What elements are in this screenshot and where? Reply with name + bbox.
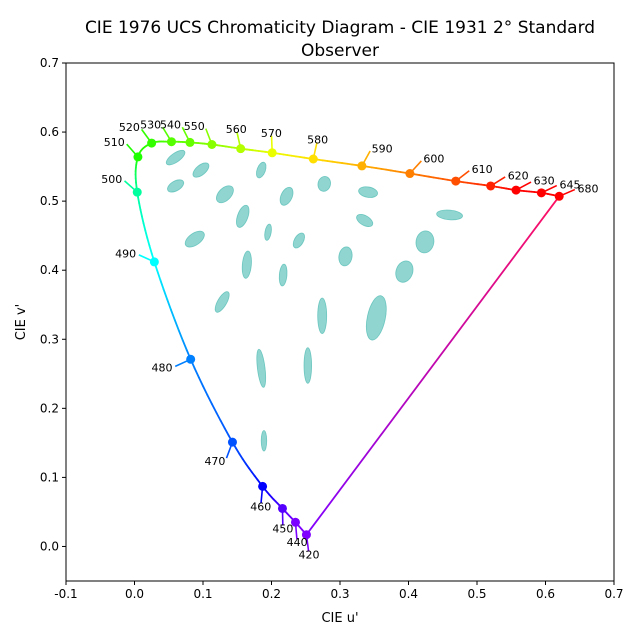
wavelength-label-620: 620	[508, 169, 529, 182]
wavelength-point-480	[186, 355, 195, 364]
wavelength-label-630: 630	[534, 175, 555, 188]
wavelength-point-580	[309, 155, 318, 164]
x-tick-label--0.1: -0.1	[54, 587, 77, 601]
wavelength-label-510: 510	[104, 136, 125, 149]
wavelength-point-610	[451, 177, 460, 186]
wavelength-label-590: 590	[372, 142, 393, 155]
wavelength-label-450: 450	[272, 522, 293, 535]
y-tick-label-0.0: 0.0	[40, 539, 59, 553]
wavelength-label-610: 610	[472, 163, 493, 176]
wavelength-label-580: 580	[307, 133, 328, 146]
wavelength-point-600	[405, 169, 414, 178]
macadam-ellipse-25	[261, 431, 267, 452]
wavelength-point-530	[167, 137, 176, 146]
wavelength-point-510	[133, 152, 142, 161]
wavelength-point-590	[357, 161, 366, 170]
y-tick-label-0.5: 0.5	[40, 194, 59, 208]
wavelength-label-490: 490	[115, 248, 136, 261]
wavelength-label-550: 550	[184, 120, 205, 133]
x-tick-label-0.7: 0.7	[604, 587, 623, 601]
wavelength-point-630	[512, 186, 521, 195]
wavelength-point-680	[555, 192, 564, 201]
y-tick-label-0.4: 0.4	[40, 263, 59, 277]
wavelength-point-450	[278, 504, 287, 513]
wavelength-label-460: 460	[250, 500, 271, 513]
wavelength-label-530: 530	[140, 119, 161, 132]
wavelength-label-500: 500	[101, 173, 122, 186]
wavelength-point-550	[207, 140, 216, 149]
wavelength-label-480: 480	[152, 362, 173, 375]
wavelength-point-645	[537, 188, 546, 197]
y-tick-label-0.7: 0.7	[40, 56, 59, 70]
y-axis-label: CIE v'	[14, 304, 29, 341]
x-axis-label: CIE u'	[321, 611, 358, 626]
wavelength-label-600: 600	[423, 153, 444, 166]
y-tick-label-0.2: 0.2	[40, 401, 59, 415]
x-tick-label-0.1: 0.1	[193, 587, 212, 601]
y-tick-label-0.1: 0.1	[40, 470, 59, 484]
x-tick-label-0.6: 0.6	[536, 587, 555, 601]
macadam-ellipse-23	[304, 348, 312, 384]
wavelength-label-470: 470	[204, 455, 225, 468]
y-tick-label-0.6: 0.6	[40, 125, 59, 139]
wavelength-label-540: 540	[160, 119, 181, 132]
x-tick-label-0.4: 0.4	[399, 587, 418, 601]
chart-title: CIE 1976 UCS Chromaticity Diagram - CIE …	[85, 18, 595, 38]
x-tick-label-0.2: 0.2	[262, 587, 281, 601]
wavelength-point-560	[236, 144, 245, 153]
x-tick-label-0.5: 0.5	[467, 587, 486, 601]
chart-subtitle: Observer	[301, 41, 379, 61]
macadam-ellipse-21	[318, 298, 327, 334]
wavelength-point-570	[268, 148, 277, 157]
wavelength-point-500	[133, 188, 142, 197]
wavelength-point-460	[258, 482, 267, 491]
wavelength-point-540	[185, 138, 194, 147]
wavelength-label-680: 680	[578, 182, 599, 195]
spectral-locus-segment	[139, 203, 140, 209]
wavelength-label-440: 440	[287, 536, 308, 549]
y-tick-label-0.3: 0.3	[40, 332, 59, 346]
wavelength-label-420: 420	[299, 549, 320, 562]
wavelength-point-520	[147, 139, 156, 148]
wavelength-point-490	[150, 257, 159, 266]
wavelength-point-470	[228, 438, 237, 447]
x-tick-label-0.0: 0.0	[125, 587, 144, 601]
wavelength-label-520: 520	[119, 121, 140, 134]
wavelength-point-620	[486, 181, 495, 190]
wavelength-label-570: 570	[261, 127, 282, 140]
x-tick-label-0.3: 0.3	[330, 587, 349, 601]
wavelength-label-560: 560	[226, 123, 247, 136]
